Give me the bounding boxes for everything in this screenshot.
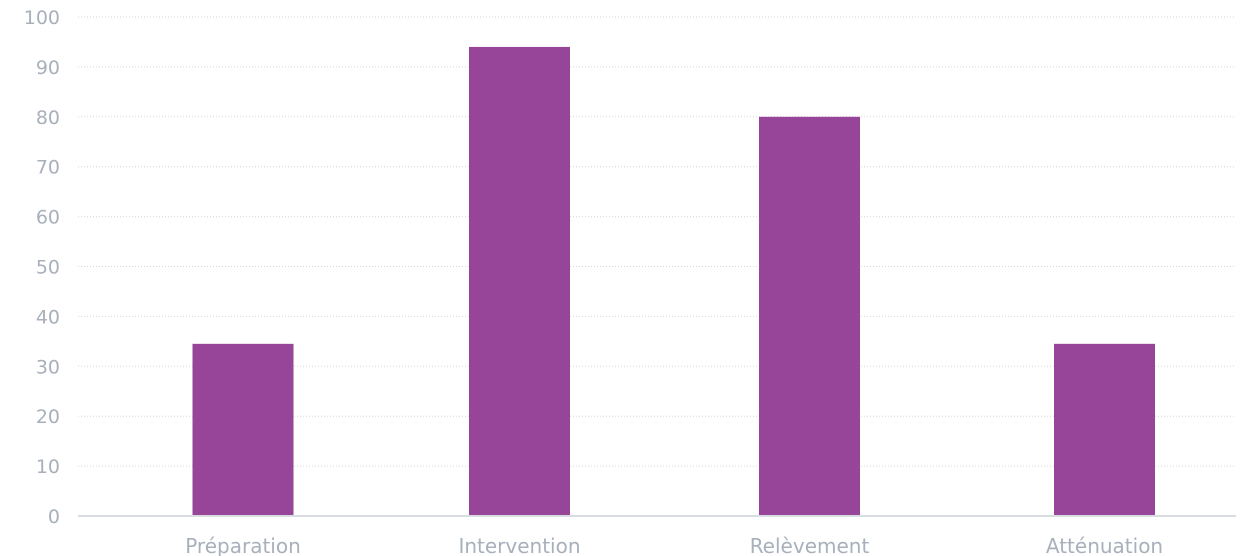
x-tick-label: Atténuation — [1046, 534, 1163, 556]
x-axis-ticks: Préparation Intervention Relèvement Atténua… — [185, 534, 1163, 556]
y-tick-label: 50 — [36, 257, 60, 279]
y-tick-label: 80 — [36, 107, 60, 129]
y-tick-label: 0 — [48, 506, 60, 528]
bars — [192, 46, 1155, 517]
y-tick-label: 70 — [36, 157, 60, 179]
x-tick-label: Préparation — [185, 534, 301, 556]
bar-attenuation — [1054, 343, 1155, 516]
bar-intervention — [469, 46, 570, 516]
y-tick-label: 40 — [36, 306, 60, 328]
x-tick-label: Intervention — [458, 534, 580, 556]
y-tick-label: 100 — [24, 7, 60, 29]
bar-preparation — [192, 343, 294, 516]
y-tick-label: 90 — [36, 57, 60, 79]
x-tick-label: Relèvement — [750, 534, 870, 556]
y-tick-label: 20 — [36, 406, 60, 428]
y-tick-label: 10 — [36, 456, 60, 478]
y-tick-label: 30 — [36, 356, 60, 378]
y-tick-label: 60 — [36, 207, 60, 229]
y-axis-ticks: 0 10 20 30 40 50 60 70 80 90 100 — [24, 7, 60, 528]
gridlines — [78, 16, 1236, 467]
bar-relevement — [759, 116, 860, 517]
